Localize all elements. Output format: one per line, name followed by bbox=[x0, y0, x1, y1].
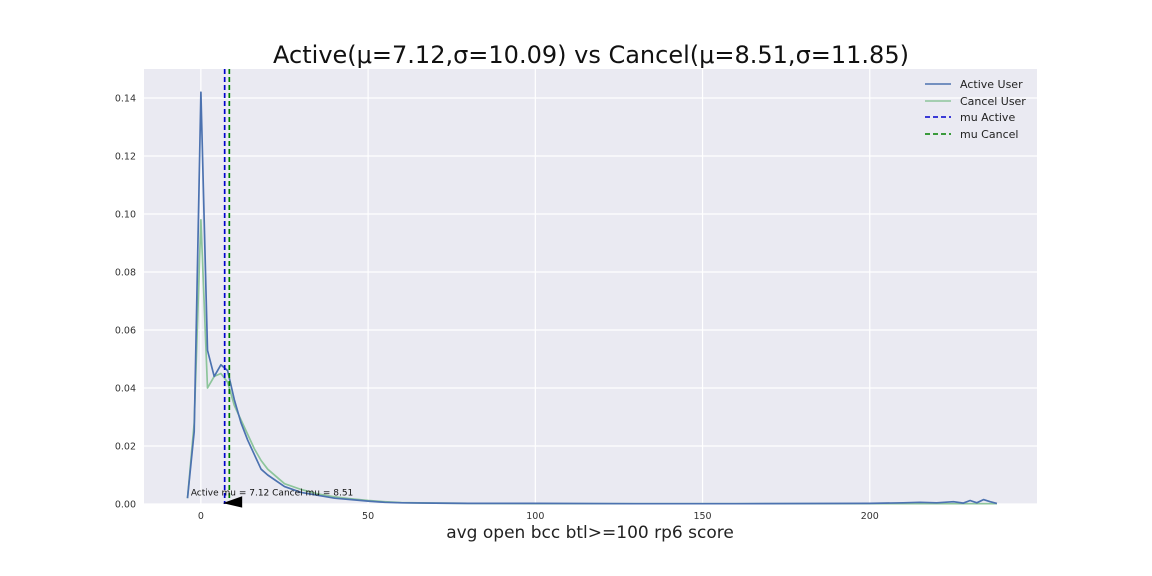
y-tick-label: 0.00 bbox=[115, 500, 136, 511]
x-tick-label: 150 bbox=[693, 511, 711, 522]
y-tick-label: 0.14 bbox=[115, 94, 136, 105]
y-tick-label: 0.04 bbox=[115, 384, 136, 395]
plot-area bbox=[144, 69, 1037, 504]
legend: Active User Cancel User mu Active mu Can… bbox=[925, 78, 1026, 141]
x-tick-label: 0 bbox=[198, 511, 204, 522]
legend-label-mu-cancel: mu Cancel bbox=[960, 128, 1018, 141]
x-axis-label: avg open bcc btl>=100 rp6 score bbox=[446, 523, 734, 543]
x-tick-label: 50 bbox=[362, 511, 374, 522]
series-lines bbox=[186, 91, 998, 505]
y-tick-label: 0.12 bbox=[115, 152, 136, 163]
y-tick-label: 0.06 bbox=[115, 326, 136, 337]
annotation-arrow bbox=[222, 496, 243, 508]
legend-label-active-user: Active User bbox=[960, 78, 1023, 91]
chart-title: Active(μ=7.12,σ=10.09) vs Cancel(μ=8.51,… bbox=[273, 41, 909, 69]
annotation-text: Active mu = 7.12 Cancel mu = 8.51 bbox=[191, 488, 353, 498]
series-line-active-user bbox=[186, 91, 998, 505]
x-tick-label: 200 bbox=[861, 511, 879, 522]
x-tick-label: 100 bbox=[526, 511, 544, 522]
y-tick-label: 0.10 bbox=[115, 210, 136, 221]
annotation-group: Active mu = 7.12 Cancel mu = 8.51 bbox=[191, 488, 353, 508]
y-tick-label: 0.02 bbox=[115, 442, 136, 453]
legend-label-cancel-user: Cancel User bbox=[960, 95, 1026, 108]
mean-lines bbox=[223, 69, 231, 504]
legend-label-mu-active: mu Active bbox=[960, 111, 1015, 124]
y-tick-label: 0.08 bbox=[115, 268, 136, 279]
tick-labels: 0 50 100 150 200 0.00 0.02 0.04 0.06 0.08 0.10 0.12… bbox=[115, 94, 879, 523]
